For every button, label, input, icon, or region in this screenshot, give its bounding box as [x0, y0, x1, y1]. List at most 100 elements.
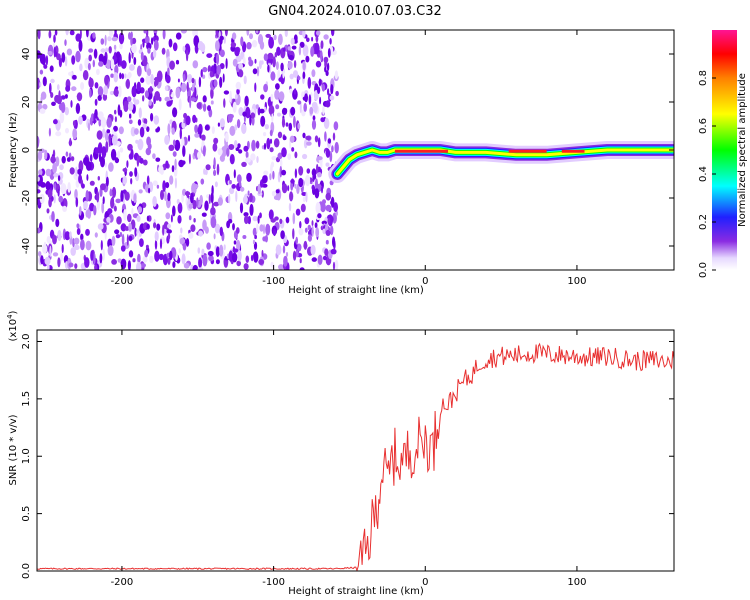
noise-speck [264, 106, 267, 113]
x-tick-label: -100 [262, 276, 285, 287]
noise-speck [231, 252, 238, 263]
noise-speck [159, 238, 163, 250]
noise-speck [241, 123, 247, 135]
noise-speck [229, 90, 232, 103]
noise-speck [70, 247, 76, 256]
noise-speck [128, 222, 133, 232]
noise-speck [268, 36, 274, 49]
noise-speck [134, 128, 139, 135]
spectrogram-noise [37, 30, 339, 270]
noise-speck [139, 157, 144, 164]
noise-speck [185, 115, 191, 126]
noise-speck [100, 183, 106, 191]
noise-speck [214, 181, 218, 188]
y-tick-label: 20 [21, 96, 32, 109]
noise-speck [333, 121, 339, 131]
noise-speck [72, 74, 77, 80]
noise-speck [146, 223, 150, 230]
noise-speck [199, 194, 203, 205]
noise-speck [315, 35, 319, 43]
noise-speck [233, 240, 237, 245]
noise-speck [232, 248, 239, 253]
noise-speck [211, 185, 214, 196]
noise-speck [274, 89, 280, 100]
noise-speck [204, 200, 209, 211]
noise-speck [327, 217, 331, 225]
noise-speck [70, 156, 75, 162]
noise-speck [87, 122, 91, 131]
noise-speck [312, 115, 316, 121]
noise-speck [285, 122, 289, 127]
noise-speck [147, 68, 152, 76]
noise-speck [64, 56, 68, 67]
noise-speck [215, 259, 220, 265]
noise-speck [250, 153, 256, 161]
noise-speck [285, 252, 289, 257]
noise-speck [113, 125, 118, 132]
noise-speck [269, 138, 273, 144]
noise-speck [312, 173, 317, 180]
noise-speck [273, 138, 280, 148]
snr-background [37, 330, 674, 571]
noise-speck [302, 153, 308, 160]
noise-speck [239, 181, 242, 188]
spectrogram-x-label: Height of straight line (km) [288, 285, 424, 296]
noise-speck [122, 176, 128, 185]
noise-speck [94, 98, 98, 106]
noise-speck [228, 218, 233, 224]
noise-speck [106, 129, 111, 134]
noise-speck [146, 126, 150, 132]
noise-speck [314, 135, 319, 143]
noise-speck [208, 255, 214, 262]
noise-speck [293, 60, 297, 69]
noise-speck [113, 89, 119, 96]
noise-speck [335, 90, 339, 97]
noise-speck [94, 232, 98, 238]
colorbar-tick-label: 0.4 [698, 166, 709, 182]
noise-speck [96, 68, 100, 76]
noise-speck [212, 143, 218, 152]
noise-speck [315, 178, 318, 191]
noise-speck [166, 100, 172, 107]
noise-speck [118, 126, 124, 135]
noise-speck [303, 139, 308, 149]
noise-speck [294, 168, 298, 179]
figure-title: GN04.2024.010.07.03.C32 [268, 4, 442, 19]
noise-speck [199, 131, 202, 139]
noise-speck [202, 74, 206, 79]
noise-speck [92, 32, 96, 39]
noise-speck [292, 228, 295, 240]
noise-speck [153, 222, 157, 229]
noise-speck [202, 95, 207, 103]
noise-speck [101, 201, 105, 214]
noise-speck [297, 76, 301, 81]
noise-speck [289, 191, 294, 202]
noise-speck [301, 91, 305, 99]
noise-speck [71, 55, 76, 65]
noise-speck [309, 106, 314, 115]
noise-speck [174, 158, 177, 171]
noise-speck [52, 162, 57, 174]
noise-speck [125, 78, 130, 89]
noise-speck [308, 230, 312, 236]
noise-speck [201, 134, 206, 141]
noise-speck [223, 98, 226, 108]
noise-speck [296, 184, 300, 195]
noise-speck [254, 58, 257, 64]
noise-speck [43, 64, 48, 69]
noise-speck [216, 163, 220, 176]
noise-speck [245, 151, 249, 159]
noise-speck [257, 106, 261, 116]
noise-speck [292, 70, 299, 78]
noise-speck [275, 189, 280, 194]
noise-speck [94, 82, 99, 89]
noise-speck [98, 61, 104, 67]
noise-speck [208, 194, 211, 205]
noise-speck [66, 157, 71, 162]
noise-speck [50, 92, 54, 98]
noise-speck [238, 69, 244, 78]
noise-speck [122, 168, 128, 172]
noise-speck [61, 52, 66, 63]
noise-speck [213, 169, 217, 176]
noise-speck [146, 175, 150, 185]
